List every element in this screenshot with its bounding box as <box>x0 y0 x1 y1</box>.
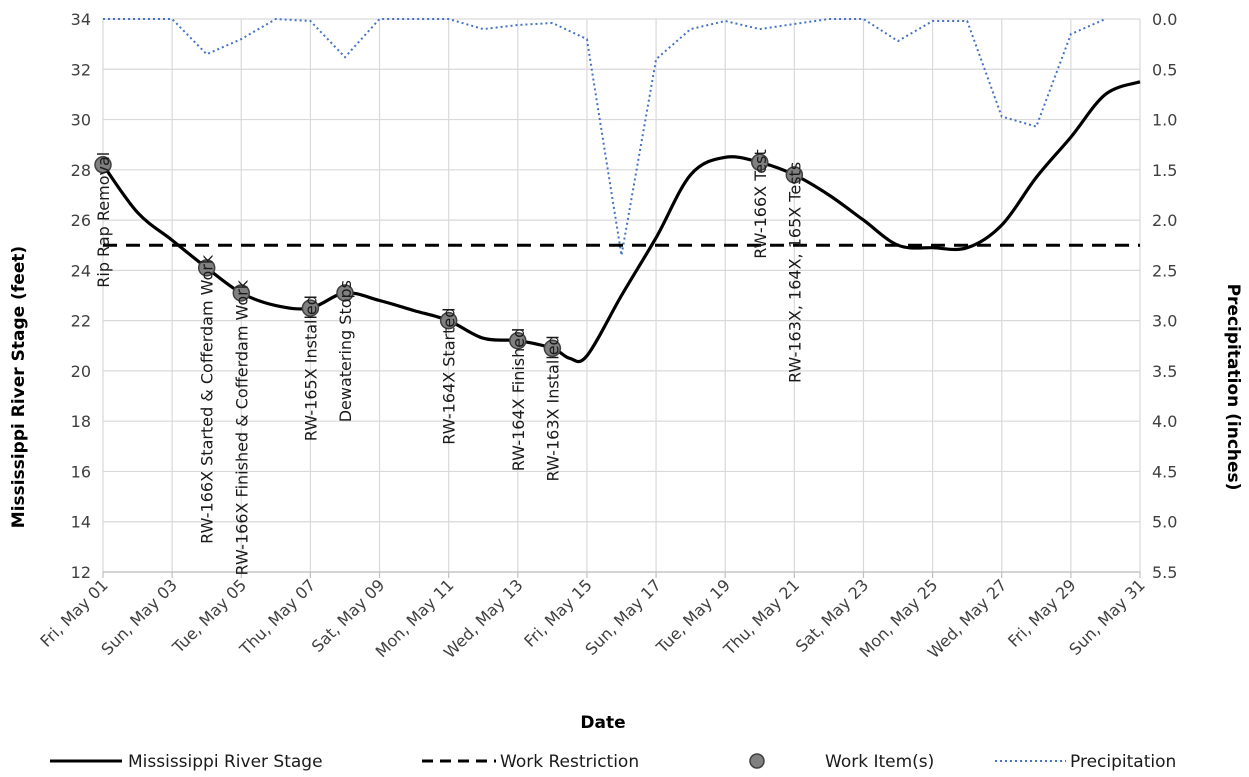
work-item-marker <box>94 156 112 174</box>
y2-tick-label: 3.0 <box>1152 312 1177 331</box>
y2-tick-label: 1.0 <box>1152 111 1177 130</box>
work-item-marker <box>751 153 769 172</box>
y2-tick-label: 0.0 <box>1152 10 1177 29</box>
y-tick-label: 30 <box>71 111 91 130</box>
y-tick-label: 18 <box>71 412 91 431</box>
work-item-label: RW-166X Started & Cofferdam Work <box>198 254 217 544</box>
x-axis-title: Date <box>580 713 625 733</box>
work-item-marker <box>197 259 216 277</box>
y2-axis-title: Precipitation (inches) <box>1223 284 1243 491</box>
work-item-labels: Rip Rap Removal RW-166X Started & Cofferd… <box>94 149 804 575</box>
y-tick-label: 16 <box>71 462 91 481</box>
legend-label-precipitation: Precipitation <box>1070 752 1176 772</box>
legend-label-work-item: Work Item(s) <box>825 752 934 772</box>
y-tick-label: 26 <box>71 211 91 230</box>
y-axis-ticks: 12 14 16 18 20 22 24 26 28 30 32 34 <box>71 10 91 582</box>
work-item-marker <box>509 331 527 350</box>
work-item-label: Rip Rap Removal <box>94 152 113 288</box>
y-axis-title: Mississippi River Stage (feet) <box>9 246 29 528</box>
y2-tick-label: 0.5 <box>1152 60 1177 79</box>
y-tick-label: 28 <box>71 161 91 180</box>
y-tick-label: 34 <box>71 10 91 29</box>
work-item-label: RW-165X Installed <box>301 295 320 441</box>
y2-tick-label: 5.5 <box>1152 563 1177 582</box>
work-item-label: RW-163X, 164X, 165X Tests <box>785 162 804 383</box>
work-item-label: Dewatering Stops <box>336 280 355 422</box>
y2-tick-label: 5.0 <box>1152 513 1177 532</box>
x-tick-label: Fri, May 01 <box>36 575 111 650</box>
y2-tick-label: 4.5 <box>1152 462 1177 481</box>
work-item-label: RW-166X Test <box>751 149 770 259</box>
work-item-label: RW-164X Started <box>440 308 459 445</box>
y-tick-label: 32 <box>71 60 91 79</box>
river-stage-line <box>101 80 1141 364</box>
legend-label-stage: Mississippi River Stage <box>128 752 323 772</box>
precipitation-line <box>103 17 1106 256</box>
work-item-marker <box>543 339 562 358</box>
legend-label-restriction: Work Restriction <box>500 752 639 772</box>
work-item-marker <box>439 311 458 330</box>
y2-tick-label: 1.5 <box>1152 161 1177 180</box>
work-item-label: RW-163X Installed <box>543 335 562 481</box>
work-item-marker <box>336 284 354 302</box>
work-item-marker <box>232 284 251 302</box>
y-tick-label: 20 <box>71 362 91 381</box>
work-item-label: RW-166X Finished & Cofferdam Work <box>232 279 251 575</box>
x-tick-label: Fri, May 29 <box>1004 575 1079 650</box>
y-tick-label: 22 <box>71 312 91 331</box>
y-tick-label: 12 <box>71 563 91 582</box>
work-item-label: RW-164X Finished <box>509 328 528 472</box>
y2-tick-label: 3.5 <box>1152 362 1177 381</box>
y2-axis-ticks: 0.0 0.5 1.0 1.5 2.0 2.5 3.0 3.5 4.0 4.5 5.0 5.5 <box>1152 10 1177 582</box>
y-tick-label: 14 <box>71 513 91 532</box>
y2-tick-label: 4.0 <box>1152 412 1177 431</box>
series-layer <box>94 17 1141 364</box>
legend: Mississippi River Stage Work Restriction… <box>50 752 1176 772</box>
work-item-marker <box>301 299 320 317</box>
work-item-marker <box>785 166 804 184</box>
legend-swatch-work-item <box>749 753 765 769</box>
y-tick-label: 24 <box>71 261 91 280</box>
y2-tick-label: 2.0 <box>1152 211 1177 230</box>
x-tick-label: Fri, May 15 <box>520 575 595 650</box>
y2-tick-label: 2.5 <box>1152 261 1177 280</box>
